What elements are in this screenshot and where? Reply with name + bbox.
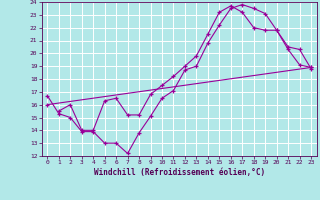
X-axis label: Windchill (Refroidissement éolien,°C): Windchill (Refroidissement éolien,°C) [94, 168, 265, 177]
